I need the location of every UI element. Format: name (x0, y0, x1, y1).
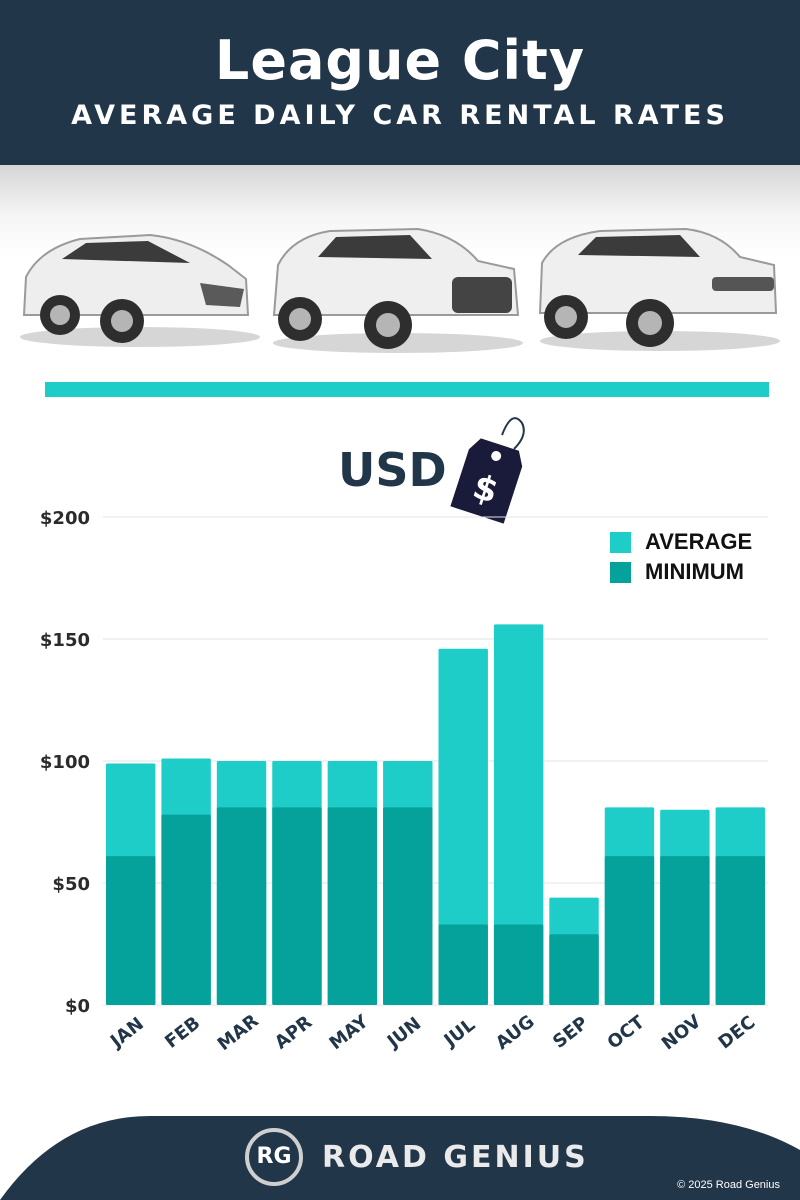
range-rover-car-image (538, 227, 780, 351)
bar-minimum-jan (106, 856, 156, 1005)
bar-minimum-jun (383, 807, 433, 1005)
bar-minimum-oct (604, 856, 655, 1005)
x-axis-ticks: JAN FEB MAR APR MAY JUN JUL AUG SEP OCT NOV DEC (105, 1010, 759, 1055)
legend-swatch-average (610, 531, 631, 553)
bar-average-aug (493, 624, 544, 1005)
x-tick-label: APR (271, 1012, 316, 1054)
legend-item-minimum: MINIMUM (610, 557, 752, 587)
x-tick-label: JUN (382, 1013, 425, 1053)
x-tick-label: OCT (604, 1011, 650, 1053)
x-tick-label: AUG (492, 1011, 539, 1054)
legend-label-average: AVERAGE (645, 529, 753, 554)
header-banner: League City AVERAGE DAILY CAR RENTAL RAT… (0, 0, 800, 165)
footer-band (0, 1116, 800, 1200)
y-tick-label: $100 (40, 752, 90, 773)
legend-item-average: AVERAGE (610, 527, 752, 557)
x-tick-label: JAN (105, 1013, 148, 1053)
bar-minimum-dec (715, 856, 765, 1005)
legend-swatch-minimum (610, 561, 631, 583)
currency-label: USD (338, 443, 447, 497)
x-tick-label: NOV (658, 1011, 706, 1055)
y-tick-label: $50 (52, 874, 90, 895)
car-illustrations (20, 227, 780, 353)
brand-name: ROAD GENIUS (322, 1140, 589, 1175)
bar-minimum-nov (660, 856, 710, 1005)
bar-minimum-feb (161, 814, 211, 1005)
bar-average-jul (438, 648, 488, 1005)
x-tick-label: DEC (715, 1012, 760, 1053)
rental-rate-chart: $0 $50 $100 $150 $200 JAN FEB MAR APR MAY JUN JUL A… (40, 508, 768, 1055)
x-tick-label: MAR (214, 1010, 263, 1055)
y-tick-label: $200 (40, 508, 90, 529)
suv-car-image (272, 227, 523, 353)
page-title: League City (214, 29, 586, 92)
bar-minimum-may (327, 807, 378, 1005)
y-axis-ticks: $0 $50 $100 $150 $200 (40, 508, 90, 1017)
y-tick-label: $0 (65, 996, 90, 1017)
x-tick-label: FEB (161, 1013, 204, 1053)
page-subtitle: AVERAGE DAILY CAR RENTAL RATES (71, 100, 729, 131)
bar-minimum-aug (493, 924, 544, 1005)
x-tick-label: JUL (439, 1014, 479, 1052)
road-genius-logo: RG (245, 1128, 303, 1186)
legend-label-minimum: MINIMUM (645, 559, 744, 584)
price-tag-icon: $ (450, 417, 525, 524)
gridlines (103, 516, 768, 1006)
bars (106, 624, 765, 1005)
bar-minimum-apr (272, 807, 322, 1005)
x-tick-label: MAY (326, 1011, 374, 1055)
bar-minimum-mar (216, 807, 267, 1005)
chart-legend: AVERAGE MINIMUM (610, 527, 752, 587)
x-tick-label: SEP (549, 1013, 592, 1053)
divider-bar (45, 382, 769, 397)
bar-minimum-jul (438, 924, 488, 1005)
bar-minimum-sep (549, 934, 599, 1005)
y-tick-label: $150 (40, 630, 90, 651)
car-image-band (0, 165, 800, 370)
hatchback-car-image (20, 233, 260, 347)
copyright-text: © 2025 Road Genius (677, 1179, 780, 1191)
